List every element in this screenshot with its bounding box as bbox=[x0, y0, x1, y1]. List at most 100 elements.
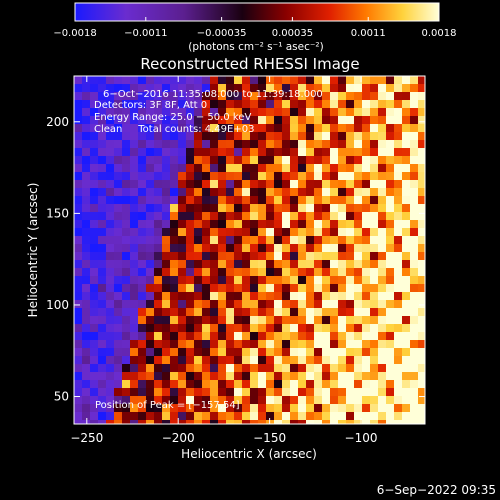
heatmap-pixel bbox=[354, 92, 362, 100]
heatmap-pixel bbox=[402, 76, 410, 84]
heatmap-pixel bbox=[242, 196, 250, 204]
heatmap-pixel bbox=[410, 108, 418, 116]
heatmap-pixel bbox=[306, 404, 314, 412]
heatmap-pixel bbox=[418, 324, 425, 332]
heatmap-pixel bbox=[394, 92, 402, 100]
heatmap-pixel bbox=[98, 156, 106, 164]
heatmap-pixel bbox=[354, 404, 362, 412]
heatmap-pixel bbox=[370, 84, 378, 92]
heatmap-pixel bbox=[330, 268, 338, 276]
heatmap-pixel bbox=[258, 108, 266, 116]
heatmap-pixel bbox=[386, 340, 394, 348]
heatmap-pixel bbox=[202, 84, 210, 92]
heatmap-pixel bbox=[234, 124, 242, 132]
heatmap-pixel bbox=[290, 236, 298, 244]
heatmap-pixel bbox=[242, 156, 250, 164]
heatmap-pixel bbox=[306, 324, 314, 332]
heatmap-pixel bbox=[90, 172, 98, 180]
heatmap-pixel bbox=[170, 364, 178, 372]
heatmap-pixel bbox=[194, 332, 202, 340]
heatmap-pixel bbox=[90, 276, 98, 284]
heatmap-pixel bbox=[362, 316, 370, 324]
heatmap-pixel bbox=[186, 404, 194, 412]
heatmap-pixel bbox=[154, 324, 162, 332]
heatmap-pixel bbox=[282, 212, 290, 220]
heatmap-pixel bbox=[90, 108, 98, 116]
heatmap-pixel bbox=[346, 268, 354, 276]
heatmap-pixel bbox=[114, 324, 122, 332]
heatmap-pixel bbox=[354, 220, 362, 228]
heatmap-pixel bbox=[410, 188, 418, 196]
heatmap-pixel bbox=[98, 388, 106, 396]
heatmap-pixel bbox=[402, 180, 410, 188]
heatmap-pixel bbox=[154, 132, 162, 140]
heatmap-pixel bbox=[306, 156, 314, 164]
heatmap-pixel bbox=[370, 228, 378, 236]
heatmap-pixel bbox=[418, 188, 425, 196]
heatmap-pixel bbox=[274, 396, 282, 404]
heatmap-pixel bbox=[146, 140, 154, 148]
heatmap-pixel bbox=[314, 300, 322, 308]
heatmap-pixel bbox=[122, 420, 130, 424]
heatmap-pixel bbox=[162, 124, 170, 132]
heatmap-pixel bbox=[170, 268, 178, 276]
heatmap-pixel bbox=[282, 180, 290, 188]
heatmap-pixel bbox=[186, 364, 194, 372]
heatmap-pixel bbox=[250, 156, 258, 164]
heatmap-pixel bbox=[106, 340, 114, 348]
heatmap-pixel bbox=[298, 76, 306, 84]
heatmap-pixel bbox=[370, 372, 378, 380]
heatmap-pixel bbox=[242, 244, 250, 252]
heatmap-pixel bbox=[218, 156, 226, 164]
heatmap-pixel bbox=[98, 372, 106, 380]
heatmap-pixel bbox=[362, 396, 370, 404]
heatmap-pixel bbox=[154, 252, 162, 260]
heatmap-pixel bbox=[146, 164, 154, 172]
heatmap-pixel bbox=[242, 92, 250, 100]
heatmap-pixel bbox=[130, 396, 138, 404]
heatmap-pixel bbox=[402, 188, 410, 196]
heatmap-pixel bbox=[314, 148, 322, 156]
heatmap-pixel bbox=[346, 76, 354, 84]
heatmap-pixel bbox=[178, 260, 186, 268]
heatmap-pixel bbox=[266, 228, 274, 236]
heatmap-pixel bbox=[306, 100, 314, 108]
heatmap-pixel bbox=[154, 196, 162, 204]
heatmap-pixel bbox=[282, 244, 290, 252]
heatmap-pixel bbox=[170, 356, 178, 364]
heatmap-pixel bbox=[314, 348, 322, 356]
heatmap-pixel bbox=[74, 332, 82, 340]
heatmap-pixel bbox=[162, 356, 170, 364]
heatmap-pixel bbox=[122, 84, 130, 92]
heatmap-pixel bbox=[138, 332, 146, 340]
heatmap-pixel bbox=[122, 188, 130, 196]
heatmap-pixel bbox=[330, 236, 338, 244]
heatmap-pixel bbox=[114, 372, 122, 380]
heatmap-pixel bbox=[378, 396, 386, 404]
heatmap-pixel bbox=[226, 316, 234, 324]
heatmap-pixel bbox=[282, 300, 290, 308]
heatmap-pixel bbox=[250, 260, 258, 268]
heatmap-pixel bbox=[234, 372, 242, 380]
heatmap-pixel bbox=[234, 180, 242, 188]
heatmap-pixel bbox=[74, 148, 82, 156]
heatmap-pixel bbox=[306, 132, 314, 140]
heatmap-pixel bbox=[258, 372, 266, 380]
heatmap-pixel bbox=[194, 212, 202, 220]
heatmap-pixel bbox=[106, 300, 114, 308]
heatmap-pixel bbox=[314, 388, 322, 396]
heatmap-pixel bbox=[258, 188, 266, 196]
heatmap-pixel bbox=[218, 396, 226, 404]
heatmap-pixel bbox=[90, 356, 98, 364]
heatmap-pixel bbox=[234, 324, 242, 332]
heatmap-pixel bbox=[194, 156, 202, 164]
heatmap-pixel bbox=[306, 108, 314, 116]
heatmap-pixel bbox=[306, 244, 314, 252]
heatmap-pixel bbox=[266, 300, 274, 308]
heatmap-pixel bbox=[146, 348, 154, 356]
heatmap-pixel bbox=[114, 180, 122, 188]
heatmap-pixel bbox=[162, 324, 170, 332]
heatmap-pixel bbox=[106, 292, 114, 300]
heatmap-pixel bbox=[378, 348, 386, 356]
